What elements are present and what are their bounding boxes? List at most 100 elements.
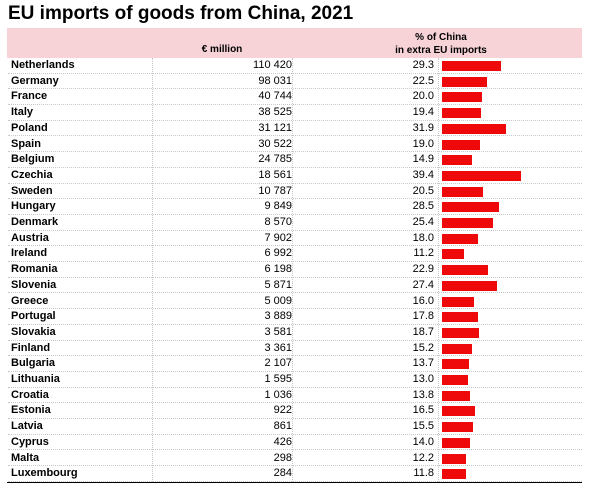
share-bar bbox=[442, 61, 501, 71]
row-separator bbox=[8, 433, 582, 435]
country-label: Poland bbox=[11, 121, 48, 134]
row-separator bbox=[8, 182, 582, 184]
share-bar bbox=[442, 437, 470, 448]
table-row: Finland 3 361 15.2 bbox=[0, 341, 591, 357]
share-bar bbox=[442, 390, 470, 401]
country-label: Lithuania bbox=[11, 373, 60, 385]
row-separator bbox=[8, 245, 582, 247]
million-value: 110 420 bbox=[253, 59, 292, 71]
column-divider bbox=[152, 58, 153, 482]
share-value: 27.4 bbox=[412, 278, 434, 291]
share-value: 11.8 bbox=[413, 467, 434, 480]
table-row: Romania 6 198 22.9 bbox=[0, 262, 591, 278]
share-value: 28.5 bbox=[412, 200, 434, 213]
chart-title: EU imports of goods from China, 2021 bbox=[8, 3, 354, 24]
table-row: Bulgaria 2 107 13.7 bbox=[0, 356, 591, 372]
share-value: 14.9 bbox=[412, 153, 434, 166]
share-value: 15.2 bbox=[412, 341, 434, 354]
table-row: Poland 31 121 31.9 bbox=[0, 121, 591, 137]
million-value: 8 570 bbox=[264, 216, 292, 228]
share-value: 13.0 bbox=[412, 373, 434, 385]
share-bar bbox=[442, 469, 466, 480]
share-value: 12.2 bbox=[412, 451, 434, 464]
row-separator bbox=[8, 292, 582, 294]
million-value: 922 bbox=[273, 404, 292, 417]
million-value: 18 561 bbox=[258, 168, 292, 181]
share-value: 16.0 bbox=[412, 294, 434, 307]
table-row: Czechia 18 561 39.4 bbox=[0, 168, 591, 184]
country-label: Bulgaria bbox=[11, 357, 56, 370]
share-bar bbox=[442, 327, 480, 338]
row-separator bbox=[8, 465, 582, 467]
country-label: Estonia bbox=[11, 404, 51, 417]
million-value: 1 036 bbox=[264, 388, 292, 401]
row-separator bbox=[8, 480, 582, 482]
table-row: Netherlands 110 420 29.3 bbox=[0, 58, 591, 74]
million-value: 284 bbox=[273, 467, 292, 480]
share-bar bbox=[442, 312, 478, 323]
column-header-share-line1: % of China bbox=[415, 32, 467, 43]
share-bar bbox=[442, 296, 474, 307]
share-bar bbox=[442, 123, 506, 134]
share-value: 14.0 bbox=[412, 435, 434, 448]
million-value: 30 522 bbox=[258, 137, 292, 150]
table-row: Greece 5 009 16.0 bbox=[0, 294, 591, 310]
share-value: 13.8 bbox=[412, 388, 434, 401]
share-bar bbox=[442, 186, 483, 197]
country-label: Luxembourg bbox=[11, 467, 78, 480]
share-bar bbox=[442, 343, 473, 354]
table-row: Denmark 8 570 25.4 bbox=[0, 215, 591, 231]
million-value: 298 bbox=[273, 451, 292, 464]
share-bar bbox=[442, 359, 470, 370]
country-label: Austria bbox=[11, 231, 49, 244]
country-label: Slovenia bbox=[11, 278, 57, 291]
row-separator bbox=[8, 213, 582, 215]
table-row: Sweden 10 787 20.5 bbox=[0, 184, 591, 200]
row-separator bbox=[8, 418, 582, 420]
country-label: Finland bbox=[11, 341, 51, 354]
table-row: Italy 38 525 19.4 bbox=[0, 105, 591, 121]
country-label: Spain bbox=[11, 137, 41, 150]
share-value: 20.0 bbox=[412, 90, 434, 103]
share-bar bbox=[442, 170, 521, 181]
row-separator bbox=[8, 355, 582, 357]
country-label: Greece bbox=[11, 294, 49, 307]
share-value: 18.0 bbox=[412, 231, 434, 244]
country-label: Sweden bbox=[11, 184, 53, 197]
table-row: Latvia 861 15.5 bbox=[0, 419, 591, 435]
row-separator bbox=[8, 166, 582, 168]
share-bar bbox=[442, 202, 499, 213]
share-bar bbox=[442, 375, 468, 385]
share-value: 18.7 bbox=[412, 325, 434, 338]
column-divider bbox=[292, 58, 293, 482]
table-row: Spain 30 522 19.0 bbox=[0, 137, 591, 153]
country-label: Croatia bbox=[11, 388, 49, 401]
share-bar bbox=[442, 155, 472, 166]
table-row: Austria 7 902 18.0 bbox=[0, 231, 591, 247]
million-value: 24 785 bbox=[258, 153, 292, 166]
row-separator bbox=[8, 339, 582, 341]
table-row: Luxembourg 284 11.8 bbox=[0, 466, 591, 482]
share-bar bbox=[442, 453, 467, 464]
column-header-share-line2: in extra EU imports bbox=[395, 45, 487, 56]
table-bottom-rule bbox=[7, 482, 582, 483]
share-bar bbox=[442, 422, 473, 433]
million-value: 2 107 bbox=[264, 357, 292, 370]
table-row: Croatia 1 036 13.8 bbox=[0, 388, 591, 404]
country-label: Germany bbox=[11, 74, 59, 87]
million-value: 3 889 bbox=[264, 310, 292, 323]
million-value: 9 849 bbox=[264, 200, 292, 213]
table-row: Belgium 24 785 14.9 bbox=[0, 152, 591, 168]
share-bar bbox=[442, 76, 487, 87]
million-value: 426 bbox=[273, 435, 292, 448]
country-label: Portugal bbox=[11, 310, 56, 323]
column-header-share: % of China in extra EU imports bbox=[366, 31, 516, 56]
table-row: Slovenia 5 871 27.4 bbox=[0, 278, 591, 294]
million-value: 3 581 bbox=[264, 325, 292, 338]
million-value: 31 121 bbox=[258, 121, 292, 134]
row-separator bbox=[8, 135, 582, 137]
row-separator bbox=[8, 402, 582, 404]
country-label: Czechia bbox=[11, 168, 53, 181]
row-separator bbox=[8, 88, 582, 90]
share-bar bbox=[442, 108, 481, 119]
